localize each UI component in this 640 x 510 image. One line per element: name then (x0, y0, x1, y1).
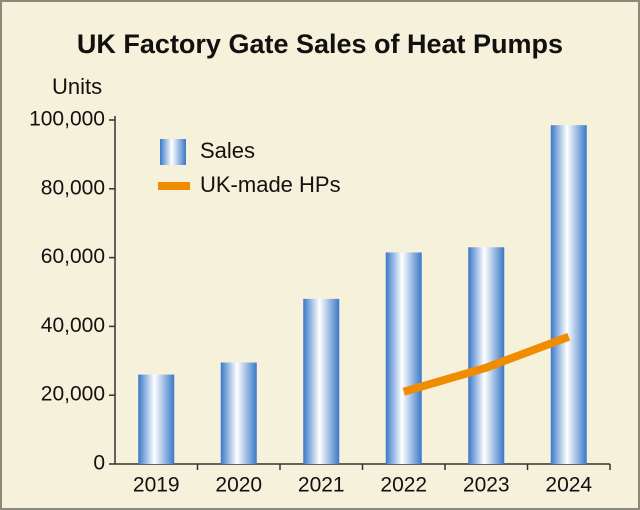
y-tick-label: 60,000 (41, 245, 105, 268)
x-tick-label: 2023 (463, 474, 510, 497)
chart-title: UK Factory Gate Sales of Heat Pumps (77, 29, 563, 59)
x-tick-label: 2020 (215, 474, 262, 497)
y-tick-label: 0 (93, 452, 105, 475)
y-tick-label: 100,000 (29, 108, 105, 131)
y-tick-label: 40,000 (41, 314, 105, 337)
y-tick-label: 80,000 (41, 176, 105, 199)
legend-label: UK-made HPs (200, 172, 341, 197)
line (402, 332, 571, 396)
x-tick-label: 2021 (298, 474, 345, 497)
bar (385, 252, 422, 464)
legend-label: Sales (200, 138, 255, 163)
x-tick-label: 2019 (133, 474, 180, 497)
x-tick-label: 2024 (545, 474, 592, 497)
bar (138, 374, 175, 464)
bar (468, 247, 505, 464)
bar (550, 125, 587, 464)
bar (220, 362, 257, 464)
y-axis-label: Units (52, 74, 102, 99)
bar (303, 298, 340, 464)
y-tick-label: 20,000 (41, 383, 105, 406)
x-tick-label: 2022 (380, 474, 427, 497)
legend-swatch (160, 139, 186, 165)
